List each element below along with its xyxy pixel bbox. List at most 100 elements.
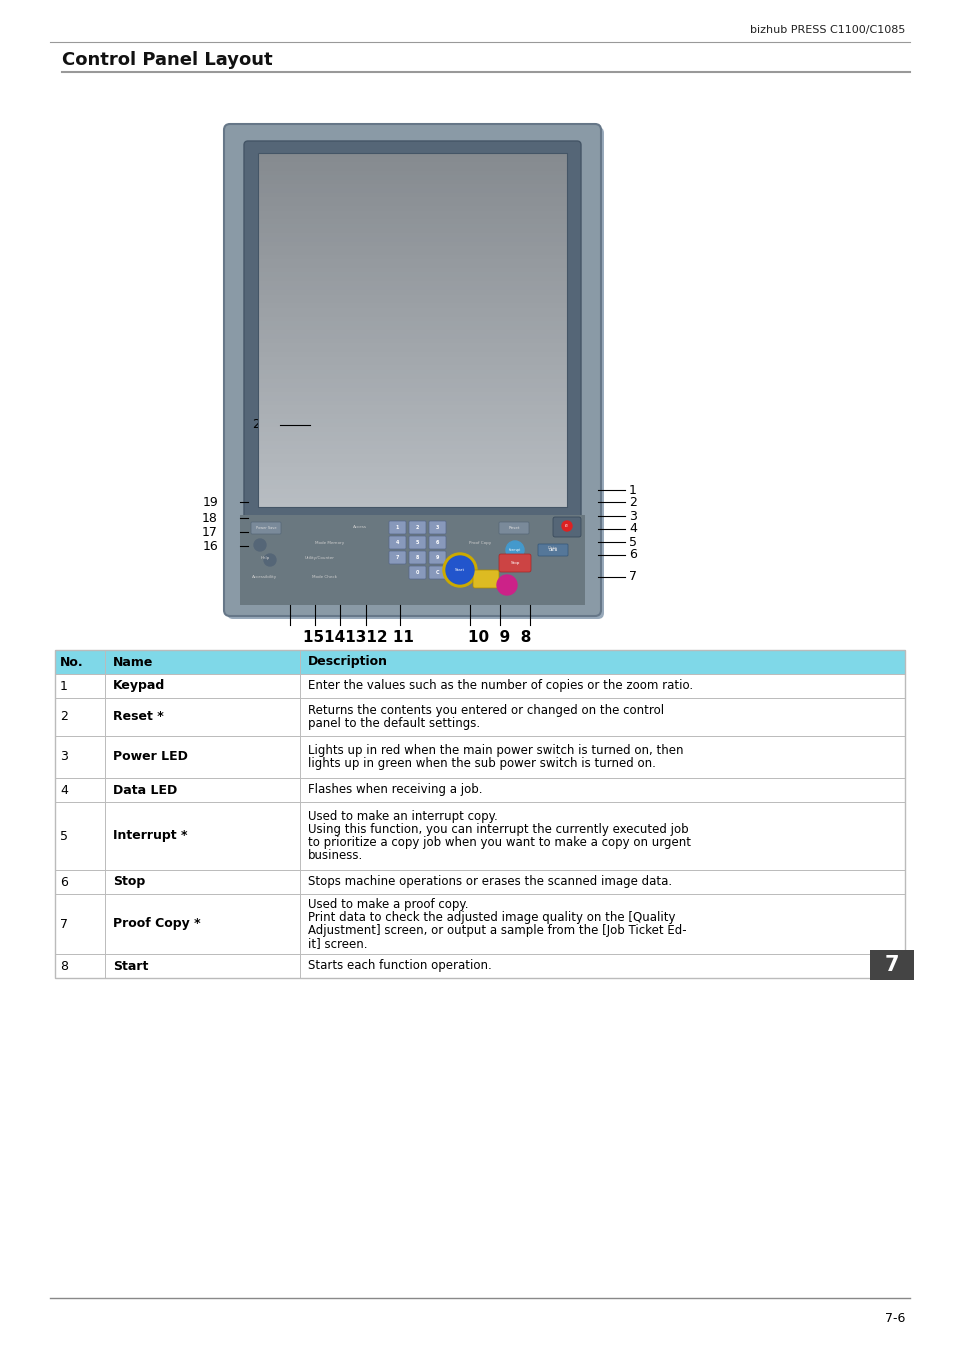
Circle shape (442, 554, 476, 587)
Text: 7: 7 (628, 571, 637, 583)
Bar (257, 444, 566, 450)
Bar (257, 223, 566, 228)
Bar (257, 281, 566, 286)
Bar (257, 162, 566, 166)
FancyBboxPatch shape (409, 566, 426, 579)
FancyBboxPatch shape (224, 124, 600, 616)
Text: 0: 0 (416, 570, 418, 575)
Bar (55, 869, 904, 894)
Bar (257, 298, 566, 304)
FancyBboxPatch shape (553, 517, 580, 537)
Text: Enter the values such as the number of copies or the zoom ratio.: Enter the values such as the number of c… (308, 679, 693, 693)
Bar (257, 157, 566, 162)
Bar (55, 674, 904, 698)
Bar (257, 290, 566, 294)
Text: Adjustment] screen, or output a sample from the [Job Ticket Ed-: Adjustment] screen, or output a sample f… (308, 923, 686, 937)
Bar (257, 401, 566, 405)
FancyBboxPatch shape (429, 551, 446, 564)
Text: Interrupt: Interrupt (508, 548, 520, 552)
Text: 1: 1 (395, 525, 398, 531)
Bar (257, 454, 566, 459)
FancyBboxPatch shape (389, 536, 406, 549)
Circle shape (264, 554, 275, 566)
Text: 4: 4 (628, 522, 637, 536)
Circle shape (253, 539, 266, 551)
FancyBboxPatch shape (244, 140, 580, 518)
Bar (257, 329, 566, 335)
Text: 7-6: 7-6 (883, 1312, 904, 1324)
Text: Mode Memory: Mode Memory (315, 541, 344, 545)
Bar (55, 954, 904, 977)
Bar (257, 351, 566, 356)
Text: Using this function, you can interrupt the currently executed job: Using this function, you can interrupt t… (308, 824, 688, 836)
Bar (55, 778, 904, 802)
Bar (257, 418, 566, 423)
Text: Stop: Stop (112, 876, 145, 888)
Bar (257, 205, 566, 211)
Text: Used to make an interrupt copy.: Used to make an interrupt copy. (308, 810, 497, 824)
Bar (257, 409, 566, 414)
Text: Proof Copy: Proof Copy (468, 541, 491, 545)
Text: Start: Start (112, 960, 149, 972)
Bar (257, 498, 566, 502)
Bar (257, 396, 566, 401)
Bar (257, 382, 566, 387)
Text: 5: 5 (628, 536, 637, 548)
Text: to prioritize a copy job when you want to make a copy on urgent: to prioritize a copy job when you want t… (308, 836, 690, 849)
Text: Utility/Counter: Utility/Counter (305, 556, 335, 560)
Text: 1: 1 (628, 483, 637, 497)
Text: Lights up in red when the main power switch is turned on, then: Lights up in red when the main power swi… (308, 744, 682, 757)
Text: 17: 17 (202, 525, 218, 539)
Bar (257, 246, 566, 250)
Text: 6: 6 (60, 876, 68, 888)
Bar (257, 180, 566, 184)
Text: 5: 5 (416, 540, 418, 545)
Text: 7: 7 (883, 954, 899, 975)
Text: Mode Check: Mode Check (313, 575, 337, 579)
FancyBboxPatch shape (409, 551, 426, 564)
Text: Reset *: Reset * (112, 710, 164, 724)
Text: 10  9  8: 10 9 8 (468, 630, 531, 645)
Bar (869, 950, 913, 980)
Text: it] screen.: it] screen. (308, 937, 367, 950)
FancyBboxPatch shape (537, 544, 567, 556)
Bar (257, 166, 566, 170)
Bar (257, 475, 566, 481)
Text: Power Save: Power Save (255, 526, 276, 531)
Bar (257, 485, 566, 489)
Bar (257, 347, 566, 352)
Bar (257, 263, 566, 269)
Bar (257, 153, 566, 158)
Bar (257, 316, 566, 321)
Text: Control Panel Layout: Control Panel Layout (62, 51, 273, 69)
Bar (55, 649, 904, 674)
Text: Data LED: Data LED (112, 783, 177, 796)
Text: 18: 18 (202, 512, 218, 525)
FancyBboxPatch shape (389, 551, 406, 564)
Bar (257, 219, 566, 224)
Text: Print data to check the adjusted image quality on the [Quality: Print data to check the adjusted image q… (308, 911, 675, 923)
FancyBboxPatch shape (473, 570, 498, 589)
Text: 2: 2 (60, 710, 68, 724)
Text: 16: 16 (202, 540, 218, 552)
FancyBboxPatch shape (429, 521, 446, 535)
Bar (257, 250, 566, 255)
Text: Power LED: Power LED (112, 751, 188, 764)
Bar (257, 170, 566, 176)
Bar (257, 197, 566, 201)
Text: Proof Copy *: Proof Copy * (112, 918, 200, 930)
Text: 2: 2 (628, 495, 637, 509)
Bar (257, 458, 566, 463)
Text: Accessibility: Accessibility (253, 575, 277, 579)
FancyBboxPatch shape (409, 536, 426, 549)
Text: lights up in green when the sub power switch is turned on.: lights up in green when the sub power sw… (308, 757, 656, 769)
Bar (55, 649, 904, 977)
Bar (257, 481, 566, 485)
Bar (257, 392, 566, 397)
Bar (55, 802, 904, 869)
Bar (257, 294, 566, 300)
Text: 9: 9 (436, 555, 438, 560)
Text: 7: 7 (395, 555, 398, 560)
Bar (257, 215, 566, 220)
Bar (257, 184, 566, 189)
